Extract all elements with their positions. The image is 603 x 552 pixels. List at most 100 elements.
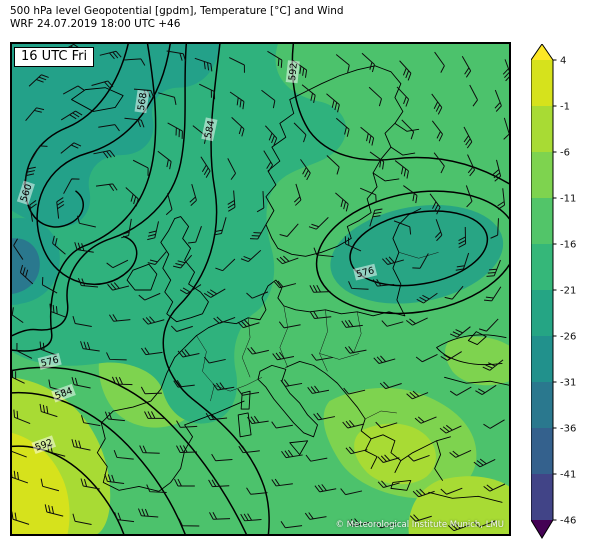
wind-barb (229, 57, 245, 73)
wind-barb (104, 411, 125, 422)
coastline-black-sea (436, 334, 507, 366)
wind-barb (326, 155, 340, 175)
colorbar-segment (531, 60, 553, 107)
wind-barb (308, 217, 329, 230)
wind-barb (416, 292, 438, 304)
wind-barb (121, 218, 132, 239)
temp-fill-cold-east (330, 205, 504, 304)
wind-barb (211, 453, 233, 462)
wind-barb (326, 93, 340, 113)
wind-barb (372, 278, 395, 287)
wind-barbs-layer (12, 44, 509, 532)
wind-barb (281, 449, 303, 459)
wind-barb (261, 89, 276, 109)
contour-label: 560 (16, 180, 35, 206)
colorbar-segment (531, 290, 553, 337)
wind-barb (98, 124, 120, 132)
colorbar-tick-label: -11 (560, 194, 576, 205)
valid-time-label: 16 UTC Fri (14, 47, 95, 67)
coastline-gulfs (372, 122, 420, 182)
wind-barb (80, 478, 100, 490)
wind-barb (483, 419, 505, 429)
colorbar-svg: 4 -1 -6 -11 -16 -21 -26 -31 -36 -41 -46 (530, 43, 576, 539)
title-line2: WRF 24.07.2019 18:00 UTC +46 (10, 18, 181, 30)
wind-barb (344, 236, 362, 252)
wind-barb (247, 415, 269, 425)
svg-text:560: 560 (19, 183, 35, 203)
wind-barb (415, 354, 438, 363)
contour-576-north (12, 44, 188, 337)
wind-barb (44, 504, 64, 517)
wind-barb (141, 347, 163, 356)
temp-fill-cold (12, 44, 221, 227)
wind-barb (361, 52, 375, 73)
wind-barb (173, 379, 195, 388)
temp-fill-light (445, 336, 509, 386)
wind-barb (379, 381, 402, 390)
wind-barb (483, 286, 502, 302)
wind-barb (429, 193, 441, 215)
colorbar-segment (531, 198, 553, 245)
wind-barb (463, 126, 473, 149)
coastline-ireland (126, 263, 158, 291)
wind-barb (213, 217, 227, 236)
contour-576-east-ring (349, 210, 489, 287)
wind-barb (314, 484, 337, 493)
wind-barb (293, 122, 307, 143)
coastlines-layer (71, 65, 509, 503)
wind-barb (227, 190, 236, 212)
wind-barb (412, 253, 429, 269)
colorbar-segment (531, 474, 553, 521)
wind-barb (497, 188, 506, 210)
wind-barb (247, 346, 269, 355)
wind-barb (434, 51, 445, 73)
wind-barb (348, 281, 369, 290)
wind-barb (405, 317, 428, 326)
wind-barb (41, 277, 58, 294)
wind-barb (276, 255, 299, 265)
wind-barb (167, 122, 183, 139)
wind-barb (12, 443, 27, 458)
wind-barb (377, 480, 400, 488)
coastline-crete (390, 479, 412, 491)
wind-barb (412, 488, 435, 498)
colorbar-segment (531, 152, 553, 199)
wind-barb (368, 86, 382, 107)
wind-barb (375, 521, 398, 529)
contour-label: 576 (353, 263, 378, 281)
wind-barb (99, 50, 122, 60)
wind-barb (494, 89, 502, 112)
wind-barb (72, 315, 92, 327)
wind-barb (311, 353, 333, 361)
wind-barb (313, 412, 335, 421)
wind-barb (503, 117, 509, 140)
wind-barb (309, 311, 332, 319)
wind-barb (213, 316, 236, 324)
wind-barb (104, 473, 125, 485)
wind-barb (30, 145, 48, 161)
wind-barb (28, 74, 49, 87)
wind-barb (29, 200, 37, 222)
colorbar-tick-label: -26 (560, 332, 576, 343)
wind-barb (170, 325, 193, 332)
wind-barb (39, 403, 58, 418)
wind-barb (377, 454, 400, 463)
wind-barb (147, 251, 167, 265)
coastline-sicily (289, 440, 309, 456)
colorbar-extend-below (531, 520, 553, 538)
wind-barb (147, 221, 160, 241)
wind-barb (179, 284, 202, 295)
wind-barb (56, 197, 65, 219)
wind-barb (407, 454, 430, 462)
wind-barb (473, 458, 496, 468)
wind-barb (12, 469, 29, 484)
wind-barb (91, 80, 114, 89)
wind-barb (23, 166, 36, 186)
wind-barb (124, 58, 146, 66)
copyright-text: © Meteorological Institute Munich, LMU (335, 520, 504, 530)
svg-text:584: 584 (203, 120, 217, 140)
wind-barb (189, 184, 197, 206)
wind-barb (381, 320, 404, 327)
temperature-fill-layer (12, 44, 509, 534)
wind-barb (177, 349, 200, 358)
